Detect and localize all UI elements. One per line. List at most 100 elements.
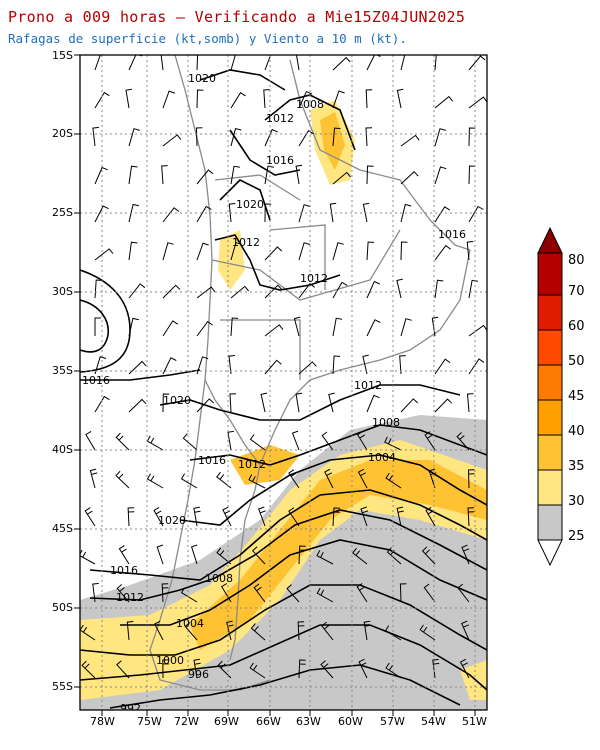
colorbar-label: 25 — [568, 529, 585, 544]
isobar-label: 1016 — [438, 228, 466, 241]
lon-label: 57W — [380, 715, 405, 728]
wind-barb — [434, 95, 454, 109]
wind-barb — [316, 587, 334, 603]
wind-barb — [366, 280, 381, 299]
wind-barb — [295, 392, 303, 413]
isobar-label: 1008 — [296, 98, 324, 111]
wind-barb — [360, 506, 369, 527]
colorbar-label: 30 — [568, 494, 585, 509]
wind-barb — [298, 283, 315, 299]
wind-barb — [196, 398, 215, 413]
wind-barb — [366, 394, 380, 413]
wind-barb — [264, 203, 272, 223]
lon-label: 72W — [174, 715, 199, 728]
wind-barb — [81, 660, 96, 679]
wind-barb — [80, 549, 96, 565]
wind-barb — [467, 469, 475, 489]
wind-barb — [468, 96, 487, 109]
wind-barb — [161, 583, 169, 603]
wind-barb — [288, 507, 300, 527]
wind-barb — [295, 55, 300, 71]
map-subtitle: Rafagas de superficie (kt,somb) y Viento… — [8, 31, 407, 46]
wind-barb — [94, 166, 108, 185]
wind-barb — [196, 169, 214, 185]
wind-barb — [84, 507, 96, 527]
wind-barb — [230, 55, 236, 71]
wind-barb — [230, 285, 249, 299]
wind-barb — [217, 660, 232, 679]
wind-barb — [434, 206, 451, 223]
wind-barb — [153, 506, 164, 527]
wind-barb — [180, 473, 198, 489]
isobar-label: 1020 — [188, 72, 216, 85]
wind-barb — [396, 88, 404, 109]
wind-barb — [128, 398, 147, 413]
wind-barb — [128, 203, 140, 223]
wind-barb — [193, 506, 201, 527]
isobar-label: 1008 — [372, 416, 400, 429]
wind-barb — [94, 248, 114, 261]
wind-barb — [332, 127, 341, 147]
wind-barb — [293, 316, 301, 337]
wind-barb — [434, 166, 447, 185]
wind-barb — [196, 242, 209, 261]
wind-barb — [329, 202, 337, 223]
wind-barb — [196, 356, 209, 375]
wind-barb — [385, 662, 402, 679]
wind-barb — [468, 165, 476, 185]
wind-barb — [258, 506, 266, 527]
wind-barb — [456, 432, 470, 451]
wind-barb — [264, 128, 278, 147]
wind-barb — [264, 165, 274, 185]
wind-barb — [468, 324, 487, 337]
colorbar: 25 30 35 40 45 50 60 70 80 — [537, 226, 585, 567]
lon-label: 66W — [256, 715, 281, 728]
wind-barb — [126, 621, 134, 641]
wind-barb — [432, 658, 440, 679]
wind-barb — [358, 658, 368, 679]
wind-barb — [385, 472, 402, 489]
wind-barb — [400, 241, 408, 261]
colorbar-label: 40 — [568, 424, 585, 439]
wind-barb — [128, 241, 138, 261]
wind-barb — [128, 283, 146, 299]
wind-barb — [357, 468, 368, 489]
wind-barb — [384, 625, 402, 641]
wind-barb — [468, 358, 485, 375]
lon-label: 54W — [421, 715, 446, 728]
lat-label: 20S — [52, 127, 73, 140]
wind-barb — [264, 55, 277, 71]
wind-barb — [94, 317, 101, 336]
colorbar-swatch — [537, 294, 563, 331]
colorbar-high-arrow — [537, 226, 563, 254]
wind-barb — [366, 241, 375, 261]
wind-barb — [128, 128, 140, 147]
wind-barb — [399, 355, 406, 375]
wind-barb — [421, 546, 436, 565]
wind-barb — [128, 165, 138, 185]
wind-barb — [316, 550, 334, 565]
wind-barb — [362, 202, 370, 223]
wind-barb — [229, 393, 237, 413]
wind-barb — [466, 241, 474, 261]
wind-barb — [434, 358, 451, 375]
wind-barb — [423, 583, 436, 603]
wind-barb — [196, 89, 204, 109]
wind-barb — [434, 55, 437, 71]
axis-ticks — [74, 54, 476, 716]
wind-barb — [288, 469, 300, 489]
wind-barb — [263, 89, 270, 109]
colorbar-label: 50 — [568, 354, 585, 369]
wind-barb — [396, 506, 404, 527]
plot-frame — [79, 54, 488, 711]
wind-barb — [356, 583, 368, 603]
wind-barb — [116, 660, 130, 679]
wind-barb — [226, 620, 234, 641]
wind-barb — [400, 398, 419, 413]
wind-barb — [228, 355, 236, 375]
wind-barb — [162, 90, 175, 109]
colorbar-swatch — [537, 329, 563, 366]
wind-barb — [89, 468, 98, 489]
wind-barb — [332, 281, 348, 299]
wind-barb — [128, 360, 147, 375]
